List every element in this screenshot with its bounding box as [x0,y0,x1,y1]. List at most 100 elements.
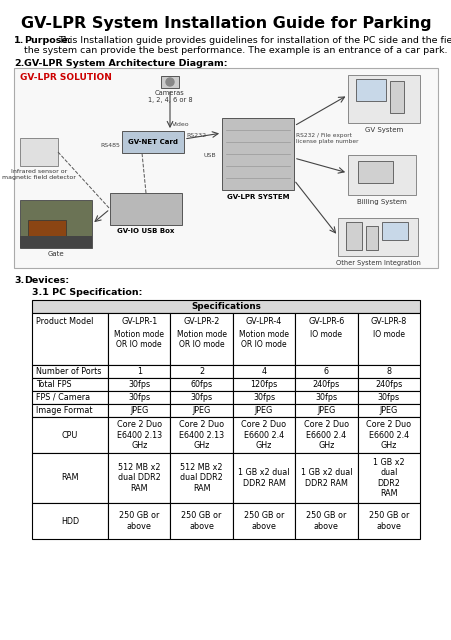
Text: JPEG: JPEG [379,406,397,415]
Bar [389,81,403,113]
Text: Motion mode
OR IO mode: Motion mode OR IO mode [239,330,288,349]
Bar [357,503,419,539]
Text: 30fps: 30fps [315,393,337,402]
Bar [232,365,295,378]
Text: 1.: 1. [14,36,24,45]
Bar [381,222,407,240]
Text: GV-LPR SYSTEM: GV-LPR SYSTEM [226,194,289,200]
Text: Total FPS: Total FPS [36,380,71,389]
Text: Purpose:: Purpose: [24,36,71,45]
Bar [32,300,419,313]
Text: 240fps: 240fps [374,380,401,389]
Text: 30fps: 30fps [377,393,399,402]
Bar [32,391,108,404]
Bar [232,417,295,453]
Text: 30fps: 30fps [253,393,275,402]
Bar [32,417,108,453]
Text: 30fps: 30fps [128,393,150,402]
Bar [357,378,419,391]
Text: 1 GB x2
dual
DDR2
RAM: 1 GB x2 dual DDR2 RAM [372,458,404,498]
Bar [32,404,108,417]
Text: 250 GB or
above: 250 GB or above [181,511,221,531]
Text: 2: 2 [198,367,204,376]
Bar [295,313,357,365]
Text: Core 2 Duo
E6600 2.4
GHz: Core 2 Duo E6600 2.4 GHz [365,420,410,450]
Bar [295,503,357,539]
Bar [232,404,295,417]
Bar [28,220,66,238]
Bar [295,453,357,503]
Text: GV-LPR System Installation Guide for Parking: GV-LPR System Installation Guide for Par… [21,16,430,31]
Text: RS485: RS485 [100,143,120,148]
Bar [32,453,108,503]
Text: Core 2 Duo
E6400 2.13
GHz: Core 2 Duo E6400 2.13 GHz [179,420,224,450]
Bar [108,391,170,404]
Bar [357,417,419,453]
Text: RS232: RS232 [186,133,206,138]
Bar [108,365,170,378]
Text: 1: 1 [136,367,141,376]
Text: Core 2 Duo
E6600 2.4
GHz: Core 2 Duo E6600 2.4 GHz [303,420,348,450]
Text: Specifications: Specifications [191,302,260,311]
Bar [108,313,170,365]
Text: GV System: GV System [364,127,402,133]
Bar [32,365,108,378]
Bar [170,378,232,391]
Text: CPU: CPU [62,431,78,440]
Bar [232,453,295,503]
Bar [14,68,437,268]
Text: 3.: 3. [14,276,24,285]
Bar [170,453,232,503]
Text: GV-IO USB Box: GV-IO USB Box [117,228,174,234]
Bar [357,161,392,183]
Bar [32,378,108,391]
Text: IO mode: IO mode [372,330,404,339]
Bar [355,79,385,101]
Text: Billing System: Billing System [356,199,406,205]
Text: This Installation guide provides guidelines for installation of the PC side and : This Installation guide provides guideli… [58,36,451,45]
Text: Gate: Gate [48,251,64,257]
Text: 512 MB x2
dual DDR2
RAM: 512 MB x2 dual DDR2 RAM [118,463,160,493]
Text: RAM: RAM [61,474,78,483]
Text: 512 MB x2
dual DDR2
RAM: 512 MB x2 dual DDR2 RAM [180,463,222,493]
Text: 30fps: 30fps [128,380,150,389]
Text: Motion mode
OR IO mode: Motion mode OR IO mode [114,330,164,349]
Text: 120fps: 120fps [250,380,277,389]
Circle shape [166,78,174,86]
Text: GV-LPR-2: GV-LPR-2 [183,317,219,326]
Bar [108,378,170,391]
Text: 250 GB or
above: 250 GB or above [119,511,159,531]
Bar [232,503,295,539]
Text: Number of Ports: Number of Ports [36,367,101,376]
Text: 4: 4 [261,367,266,376]
Bar [295,365,357,378]
Text: JPEG: JPEG [254,406,272,415]
Text: Other System Integration: Other System Integration [335,260,419,266]
Text: RS232 / File export
license plate number: RS232 / File export license plate number [295,133,358,144]
Text: Core 2 Duo
E6600 2.4
GHz: Core 2 Duo E6600 2.4 GHz [241,420,286,450]
Text: 3.1 PC Specification:: 3.1 PC Specification: [32,288,142,297]
Text: Video: Video [172,122,189,127]
Bar [347,155,415,195]
Text: GV-LPR-6: GV-LPR-6 [308,317,344,326]
Text: IO mode: IO mode [310,330,342,339]
Text: the system can provide the best performance. The example is an entrance of a car: the system can provide the best performa… [24,46,446,55]
Text: Core 2 Duo
E6400 2.13
GHz: Core 2 Duo E6400 2.13 GHz [116,420,161,450]
Text: Image Format: Image Format [36,406,92,415]
Bar [161,76,179,88]
Text: 250 GB or
above: 250 GB or above [243,511,284,531]
Bar [232,391,295,404]
Bar [295,391,357,404]
Text: FPS / Camera: FPS / Camera [36,393,90,402]
Text: Cameras
1, 2, 4, 6 or 8: Cameras 1, 2, 4, 6 or 8 [147,90,192,103]
Bar [170,417,232,453]
Bar [170,313,232,365]
Bar [122,131,184,153]
Bar [108,404,170,417]
Text: GV-LPR-4: GV-LPR-4 [245,317,281,326]
Text: 1 GB x2 dual
DDR2 RAM: 1 GB x2 dual DDR2 RAM [300,468,351,488]
Bar [345,222,361,250]
Bar [170,503,232,539]
Bar [365,226,377,250]
Bar [108,503,170,539]
